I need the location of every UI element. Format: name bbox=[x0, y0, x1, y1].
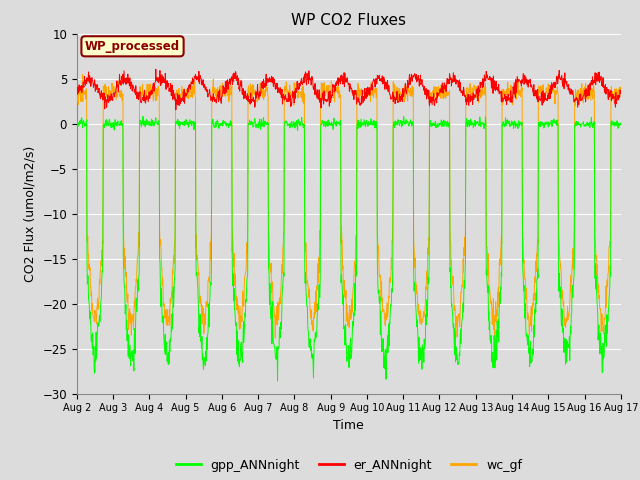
er_ANNnight bbox=[553, 73, 561, 79]
er_ANNnight bbox=[617, 89, 625, 95]
gpp_ANNnight bbox=[434, 124, 442, 130]
X-axis label: Time: Time bbox=[333, 419, 364, 432]
Text: WP_processed: WP_processed bbox=[85, 40, 180, 53]
Line: er_ANNnight: er_ANNnight bbox=[77, 69, 621, 110]
wc_gf bbox=[617, 91, 625, 96]
wc_gf bbox=[505, 86, 513, 92]
er_ANNnight bbox=[255, 89, 263, 95]
er_ANNnight bbox=[73, 90, 81, 96]
gpp_ANNnight bbox=[139, 114, 147, 120]
Y-axis label: CO2 Flux (umol/m2/s): CO2 Flux (umol/m2/s) bbox=[24, 145, 36, 282]
wc_gf bbox=[434, 91, 442, 97]
gpp_ANNnight bbox=[195, 297, 202, 303]
er_ANNnight bbox=[434, 90, 442, 96]
er_ANNnight bbox=[505, 96, 513, 101]
wc_gf bbox=[255, 97, 263, 103]
wc_gf bbox=[195, 265, 202, 271]
er_ANNnight bbox=[172, 107, 180, 113]
gpp_ANNnight bbox=[617, 121, 625, 127]
Legend: gpp_ANNnight, er_ANNnight, wc_gf: gpp_ANNnight, er_ANNnight, wc_gf bbox=[171, 454, 527, 477]
gpp_ANNnight bbox=[255, 123, 263, 129]
er_ANNnight bbox=[195, 79, 202, 84]
gpp_ANNnight bbox=[553, 122, 561, 128]
er_ANNnight bbox=[182, 90, 189, 96]
gpp_ANNnight bbox=[505, 118, 513, 124]
er_ANNnight bbox=[152, 66, 159, 72]
wc_gf bbox=[79, 72, 86, 77]
gpp_ANNnight bbox=[274, 378, 282, 384]
wc_gf bbox=[181, 91, 189, 97]
wc_gf bbox=[73, 99, 81, 105]
wc_gf bbox=[553, 89, 561, 95]
wc_gf bbox=[271, 335, 279, 341]
gpp_ANNnight bbox=[181, 122, 189, 128]
Title: WP CO2 Fluxes: WP CO2 Fluxes bbox=[291, 13, 406, 28]
Line: gpp_ANNnight: gpp_ANNnight bbox=[77, 117, 621, 381]
gpp_ANNnight bbox=[73, 119, 81, 125]
Line: wc_gf: wc_gf bbox=[77, 74, 621, 338]
